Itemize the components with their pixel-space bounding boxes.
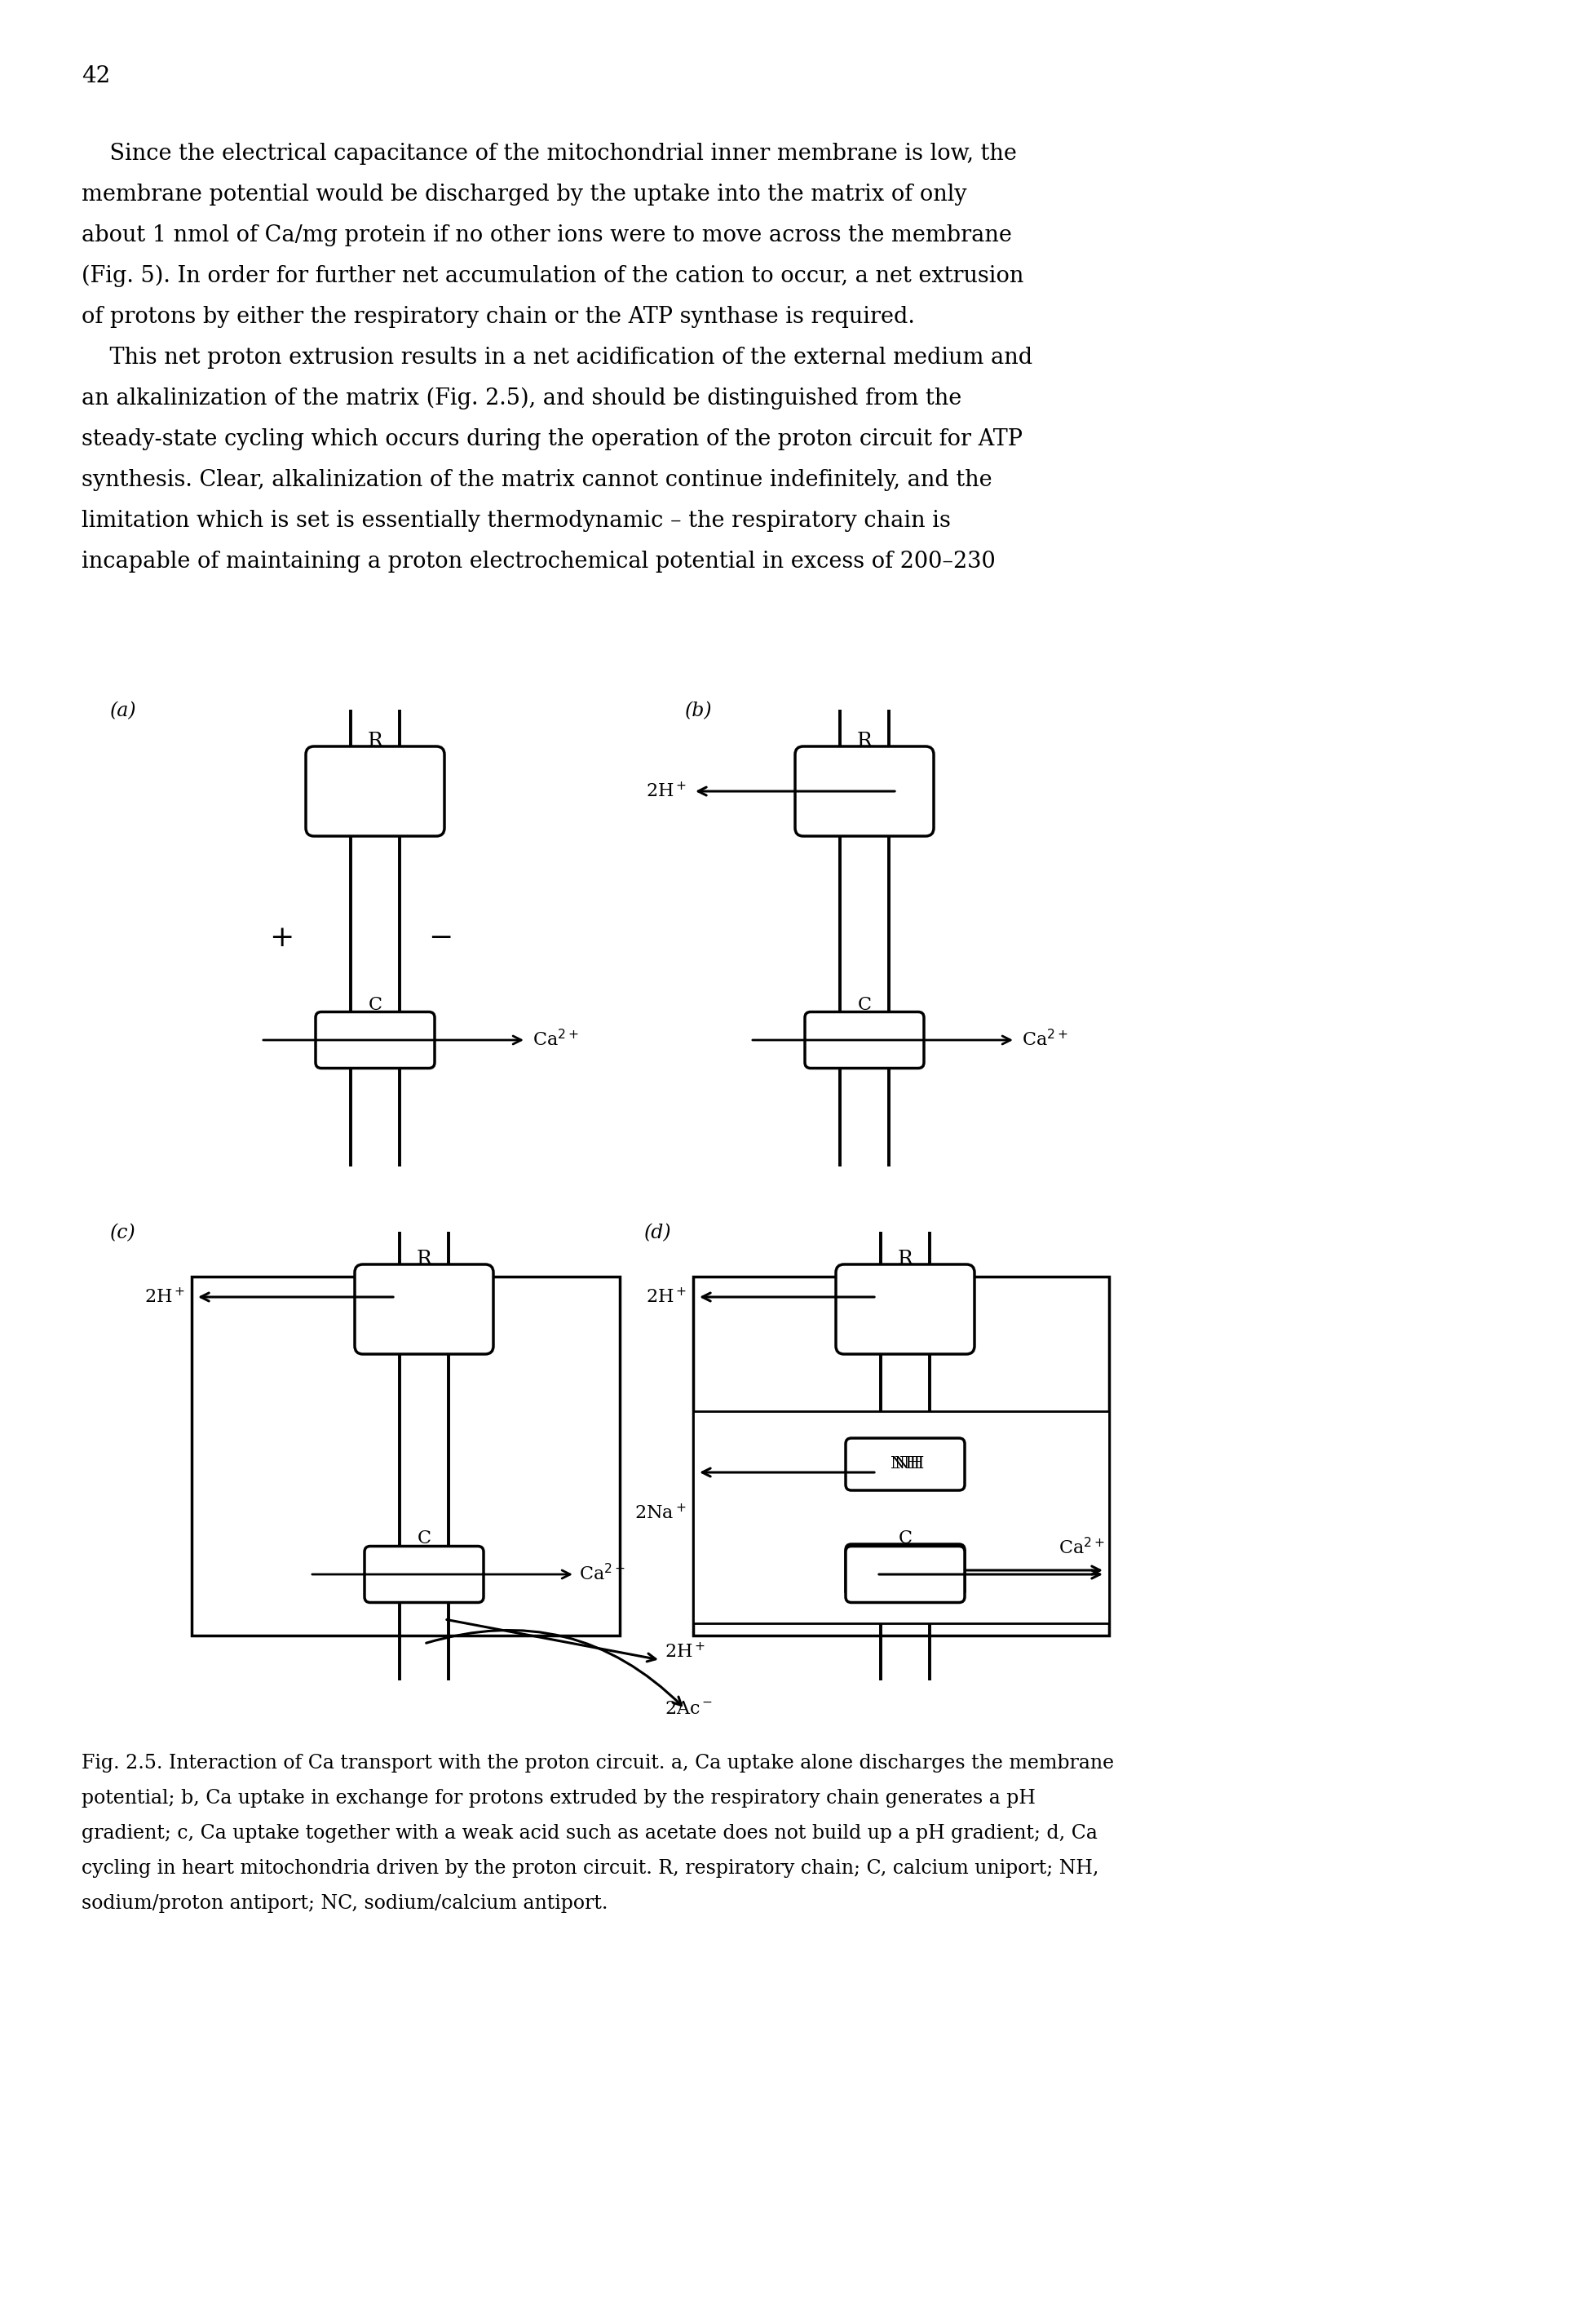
Text: C: C <box>417 1529 431 1548</box>
Text: NH: NH <box>894 1457 924 1471</box>
Text: R: R <box>417 1250 431 1269</box>
Bar <box>694 1276 1109 1636</box>
FancyBboxPatch shape <box>805 1011 924 1069</box>
Text: sodium/proton antiport; NC, sodium/calcium antiport.: sodium/proton antiport; NC, sodium/calci… <box>81 1894 608 1913</box>
Text: 2H$^+$: 2H$^+$ <box>646 781 687 802</box>
Text: an alkalinization of the matrix (Fig. 2.5), and should be distinguished from the: an alkalinization of the matrix (Fig. 2.… <box>81 388 961 409</box>
Text: 2H$^+$: 2H$^+$ <box>145 1287 185 1306</box>
Text: Ca$^{2+}$: Ca$^{2+}$ <box>1058 1538 1106 1557</box>
Text: (d): (d) <box>644 1225 671 1243</box>
Text: potential; b, Ca uptake in exchange for protons extruded by the respiratory chai: potential; b, Ca uptake in exchange for … <box>81 1789 1036 1808</box>
Bar <box>191 1276 620 1636</box>
FancyBboxPatch shape <box>846 1439 964 1490</box>
FancyBboxPatch shape <box>305 746 444 837</box>
Text: C: C <box>858 995 872 1013</box>
Text: gradient; c, Ca uptake together with a weak acid such as acetate does not build : gradient; c, Ca uptake together with a w… <box>81 1824 1098 1843</box>
Text: limitation which is set is essentially thermodynamic – the respiratory chain is: limitation which is set is essentially t… <box>81 509 951 532</box>
Text: synthesis. Clear, alkalinization of the matrix cannot continue indefinitely, and: synthesis. Clear, alkalinization of the … <box>81 469 993 490</box>
FancyBboxPatch shape <box>364 1545 484 1604</box>
Text: Since the electrical capacitance of the mitochondrial inner membrane is low, the: Since the electrical capacitance of the … <box>81 142 1017 165</box>
Bar <box>694 1411 1109 1622</box>
Text: +: + <box>269 925 294 953</box>
FancyBboxPatch shape <box>846 1543 964 1597</box>
Text: NH: NH <box>891 1457 920 1471</box>
Text: R: R <box>897 1250 913 1269</box>
Text: (Fig. 5). In order for further net accumulation of the cation to occur, a net ex: (Fig. 5). In order for further net accum… <box>81 265 1023 288</box>
Text: (a): (a) <box>110 702 137 720</box>
Text: R: R <box>368 732 383 751</box>
Text: Fig. 2.5. Interaction of Ca transport with the proton circuit. a, Ca uptake alon: Fig. 2.5. Interaction of Ca transport wi… <box>81 1755 1114 1773</box>
Text: cycling in heart mitochondria driven by the proton circuit. R, respiratory chain: cycling in heart mitochondria driven by … <box>81 1859 1099 1878</box>
Text: C: C <box>368 995 382 1013</box>
Text: about 1 nmol of Ca/mg protein if no other ions were to move across the membrane: about 1 nmol of Ca/mg protein if no othe… <box>81 225 1012 246</box>
Text: NC: NC <box>891 1562 920 1578</box>
Text: 42: 42 <box>81 65 110 88</box>
FancyBboxPatch shape <box>315 1011 434 1069</box>
Text: C: C <box>899 1529 912 1548</box>
Text: of protons by either the respiratory chain or the ATP synthase is required.: of protons by either the respiratory cha… <box>81 307 915 328</box>
Text: 2Ac$^-$: 2Ac$^-$ <box>665 1699 713 1717</box>
Text: This net proton extrusion results in a net acidification of the external medium : This net proton extrusion results in a n… <box>81 346 1033 370</box>
FancyBboxPatch shape <box>846 1545 964 1604</box>
Text: NC: NC <box>896 1562 923 1578</box>
Text: 2H$^+$: 2H$^+$ <box>646 1287 687 1306</box>
Text: incapable of maintaining a proton electrochemical potential in excess of 200–230: incapable of maintaining a proton electr… <box>81 551 996 572</box>
Text: −: − <box>428 925 453 953</box>
Text: steady-state cycling which occurs during the operation of the proton circuit for: steady-state cycling which occurs during… <box>81 428 1023 451</box>
Text: Ca$^{2+}$: Ca$^{2+}$ <box>1021 1030 1068 1050</box>
Text: Ca$^{2+}$: Ca$^{2+}$ <box>579 1564 625 1585</box>
Text: R: R <box>858 732 872 751</box>
Text: membrane potential would be discharged by the uptake into the matrix of only: membrane potential would be discharged b… <box>81 184 967 205</box>
Text: (b): (b) <box>686 702 713 720</box>
Text: 2H$^+$: 2H$^+$ <box>665 1643 705 1662</box>
FancyBboxPatch shape <box>835 1264 975 1355</box>
FancyBboxPatch shape <box>796 746 934 837</box>
Text: (c): (c) <box>110 1225 135 1243</box>
Text: Ca$^{2+}$: Ca$^{2+}$ <box>533 1030 579 1050</box>
Text: 2Na$^+$: 2Na$^+$ <box>635 1504 687 1522</box>
FancyBboxPatch shape <box>355 1264 493 1355</box>
